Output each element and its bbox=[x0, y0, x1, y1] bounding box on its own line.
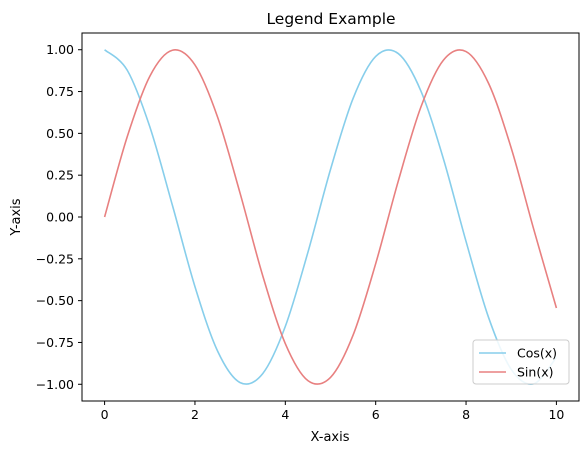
legend-entry: Sin(x) bbox=[517, 365, 553, 380]
y-tick-label: 0.75 bbox=[46, 84, 74, 99]
y-axis: −1.00 −0.75 −0.50 −0.25 0.00 0.25 0.50 0.75 1.00 bbox=[36, 42, 82, 392]
x-tick-label: 0 bbox=[101, 407, 109, 422]
x-axis: 0 2 4 6 8 10 bbox=[101, 401, 564, 422]
legend-box bbox=[472, 339, 570, 385]
y-tick-label: −1.00 bbox=[36, 377, 74, 392]
x-axis-label: X-axis bbox=[311, 430, 350, 445]
y-tick-label: 1.00 bbox=[46, 42, 74, 57]
y-tick-label: −0.25 bbox=[36, 251, 74, 266]
y-tick-label: 0.00 bbox=[46, 210, 74, 225]
x-tick-label: 6 bbox=[372, 407, 380, 422]
x-tick-label: 2 bbox=[191, 407, 199, 422]
x-tick-label: 8 bbox=[462, 407, 470, 422]
y-tick-label: 0.25 bbox=[46, 168, 74, 183]
x-tick-label: 10 bbox=[548, 407, 564, 422]
series-layer bbox=[103, 49, 558, 385]
legend: Cos(x) Sin(x) bbox=[472, 339, 570, 385]
x-tick-label: 4 bbox=[281, 407, 289, 422]
y-tick-label: 0.50 bbox=[46, 126, 74, 141]
series-line-0 bbox=[104, 49, 558, 385]
y-axis-label: Y-axis bbox=[9, 198, 24, 236]
y-tick-label: −0.75 bbox=[36, 335, 74, 350]
series-line-1 bbox=[103, 49, 558, 385]
chart-title: Legend Example bbox=[266, 10, 395, 28]
legend-entry: Cos(x) bbox=[517, 346, 557, 361]
y-tick-label: −0.50 bbox=[36, 293, 74, 308]
